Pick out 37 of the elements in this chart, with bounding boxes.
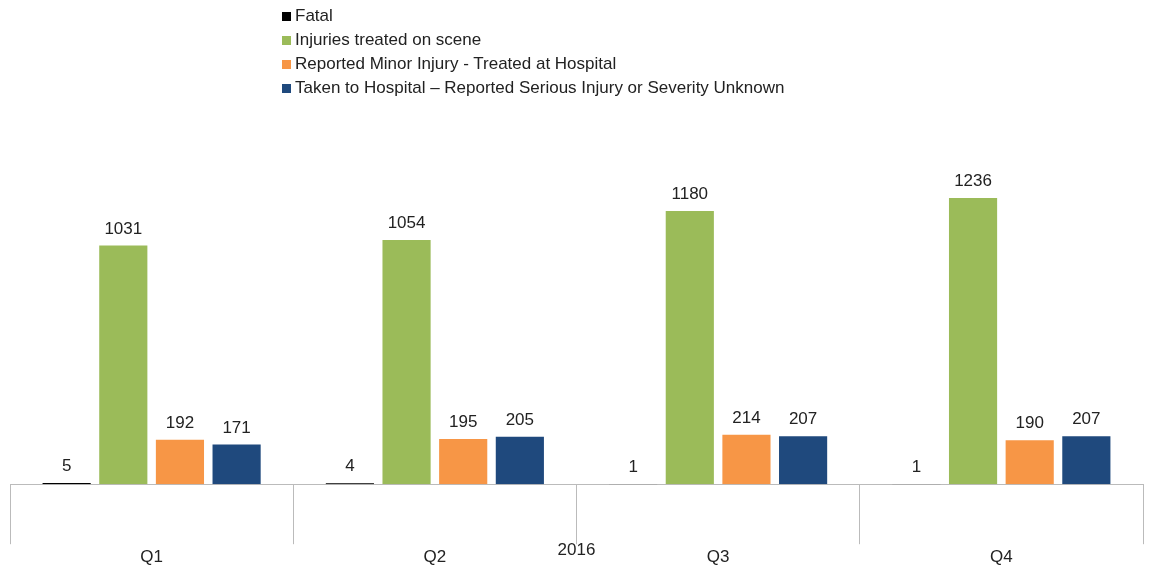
- data-label: 171: [222, 417, 251, 437]
- x-tick-label: Q2: [423, 547, 447, 565]
- bar: [155, 439, 205, 485]
- data-label: 214: [732, 407, 761, 427]
- bar: [665, 210, 714, 485]
- legend-label: Reported Minor Injury - Treated at Hospital: [295, 54, 617, 73]
- x-tick-label: Q4: [990, 547, 1013, 565]
- bar: [212, 444, 261, 485]
- data-label: 4: [345, 456, 355, 476]
- bar: [495, 436, 544, 485]
- x-tick-label: Q1: [140, 547, 163, 565]
- data-label: 207: [1072, 409, 1101, 429]
- data-label: 1180: [671, 184, 709, 204]
- bar: [1062, 436, 1111, 485]
- bar: [99, 245, 148, 485]
- data-label: 1: [911, 457, 922, 477]
- data-label: 205: [505, 409, 535, 429]
- data-label: 1: [628, 457, 638, 477]
- data-label: 1031: [104, 218, 143, 238]
- legend-label: Fatal: [295, 6, 333, 25]
- x-tick-label: Q3: [706, 547, 730, 565]
- data-label: 195: [449, 412, 478, 432]
- bar: [382, 240, 431, 485]
- data-label: 207: [788, 409, 818, 429]
- bar: [722, 434, 771, 485]
- data-label: 1054: [387, 213, 426, 233]
- bar: [779, 436, 828, 485]
- legend-label: Taken to Hospital – Reported Serious Injury or Severity Unknown: [295, 78, 785, 97]
- data-label: 1236: [954, 171, 992, 191]
- data-label: 192: [165, 412, 195, 432]
- data-label: 5: [61, 456, 72, 476]
- bar: [948, 197, 998, 485]
- bar: [439, 439, 488, 485]
- x-axis-title: 2016: [557, 540, 596, 560]
- data-label: 190: [1015, 413, 1044, 433]
- legend-label: Injuries treated on scene: [295, 30, 482, 49]
- bar: [1005, 440, 1054, 485]
